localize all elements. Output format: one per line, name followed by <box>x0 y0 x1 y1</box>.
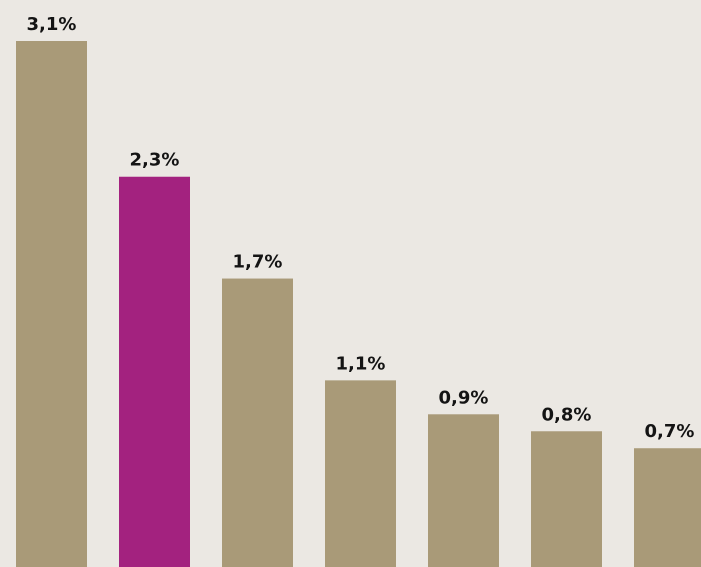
bar-3 <box>222 278 293 567</box>
bar-5 <box>428 414 499 567</box>
value-label-4: 1,1% <box>336 353 386 374</box>
bar-4 <box>325 380 396 567</box>
bar-6 <box>531 431 602 567</box>
value-label-2: 2,3% <box>130 150 180 171</box>
value-label-6: 0,8% <box>542 404 592 425</box>
value-label-5: 0,9% <box>439 387 489 408</box>
bar-1 <box>16 41 87 567</box>
bars-group <box>16 41 701 567</box>
bar-2 <box>119 176 190 567</box>
bar-7 <box>634 448 701 567</box>
value-label-1: 3,1% <box>27 14 77 35</box>
value-label-7: 0,7% <box>645 421 695 442</box>
value-labels-group: 3,1% 2,3% 1,7% 1,1% 0,9% 0,8% 0,7% <box>27 14 695 442</box>
value-label-3: 1,7% <box>233 252 283 273</box>
